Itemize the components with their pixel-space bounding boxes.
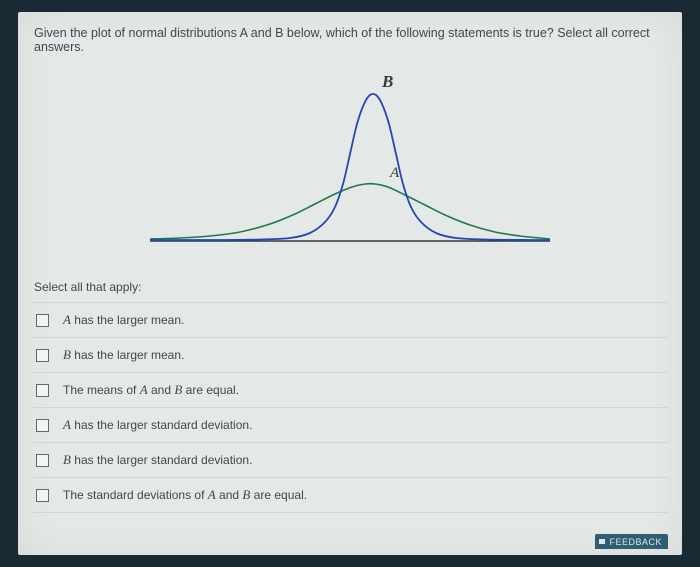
opt-sd-equal-label: The standard deviations of A and B are e… (63, 487, 307, 503)
series-label-B: B (381, 72, 393, 91)
opt-b-larger-mean-label: B has the larger mean. (63, 347, 184, 363)
options-list: A has the larger mean. B has the larger m… (32, 302, 668, 513)
panel-footer: FEEDBACK (32, 530, 668, 549)
opt-sd-equal[interactable]: The standard deviations of A and B are e… (32, 477, 668, 513)
question-text: Given the plot of normal distributions A… (32, 22, 668, 64)
opt-means-equal-label: The means of A and B are equal. (63, 382, 239, 398)
question-panel: Given the plot of normal distributions A… (18, 12, 682, 555)
distribution-chart: AB (32, 64, 668, 274)
select-all-prompt: Select all that apply: (32, 274, 668, 302)
opt-a-larger-sd-label: A has the larger standard deviation. (63, 417, 252, 433)
opt-b-larger-sd-checkbox[interactable] (36, 454, 49, 467)
chart-svg: AB (130, 69, 570, 269)
opt-a-larger-mean[interactable]: A has the larger mean. (32, 302, 668, 337)
opt-means-equal-checkbox[interactable] (36, 384, 49, 397)
opt-b-larger-sd-label: B has the larger standard deviation. (63, 452, 252, 468)
opt-a-larger-sd-checkbox[interactable] (36, 419, 49, 432)
opt-sd-equal-checkbox[interactable] (36, 489, 49, 502)
opt-b-larger-mean-checkbox[interactable] (36, 349, 49, 362)
opt-b-larger-sd[interactable]: B has the larger standard deviation. (32, 442, 668, 477)
opt-means-equal[interactable]: The means of A and B are equal. (32, 372, 668, 407)
opt-a-larger-sd[interactable]: A has the larger standard deviation. (32, 407, 668, 442)
series-B (150, 94, 550, 240)
opt-a-larger-mean-checkbox[interactable] (36, 314, 49, 327)
opt-b-larger-mean[interactable]: B has the larger mean. (32, 337, 668, 372)
opt-a-larger-mean-label: A has the larger mean. (63, 312, 184, 328)
feedback-button[interactable]: FEEDBACK (595, 534, 668, 549)
series-A (150, 184, 550, 239)
